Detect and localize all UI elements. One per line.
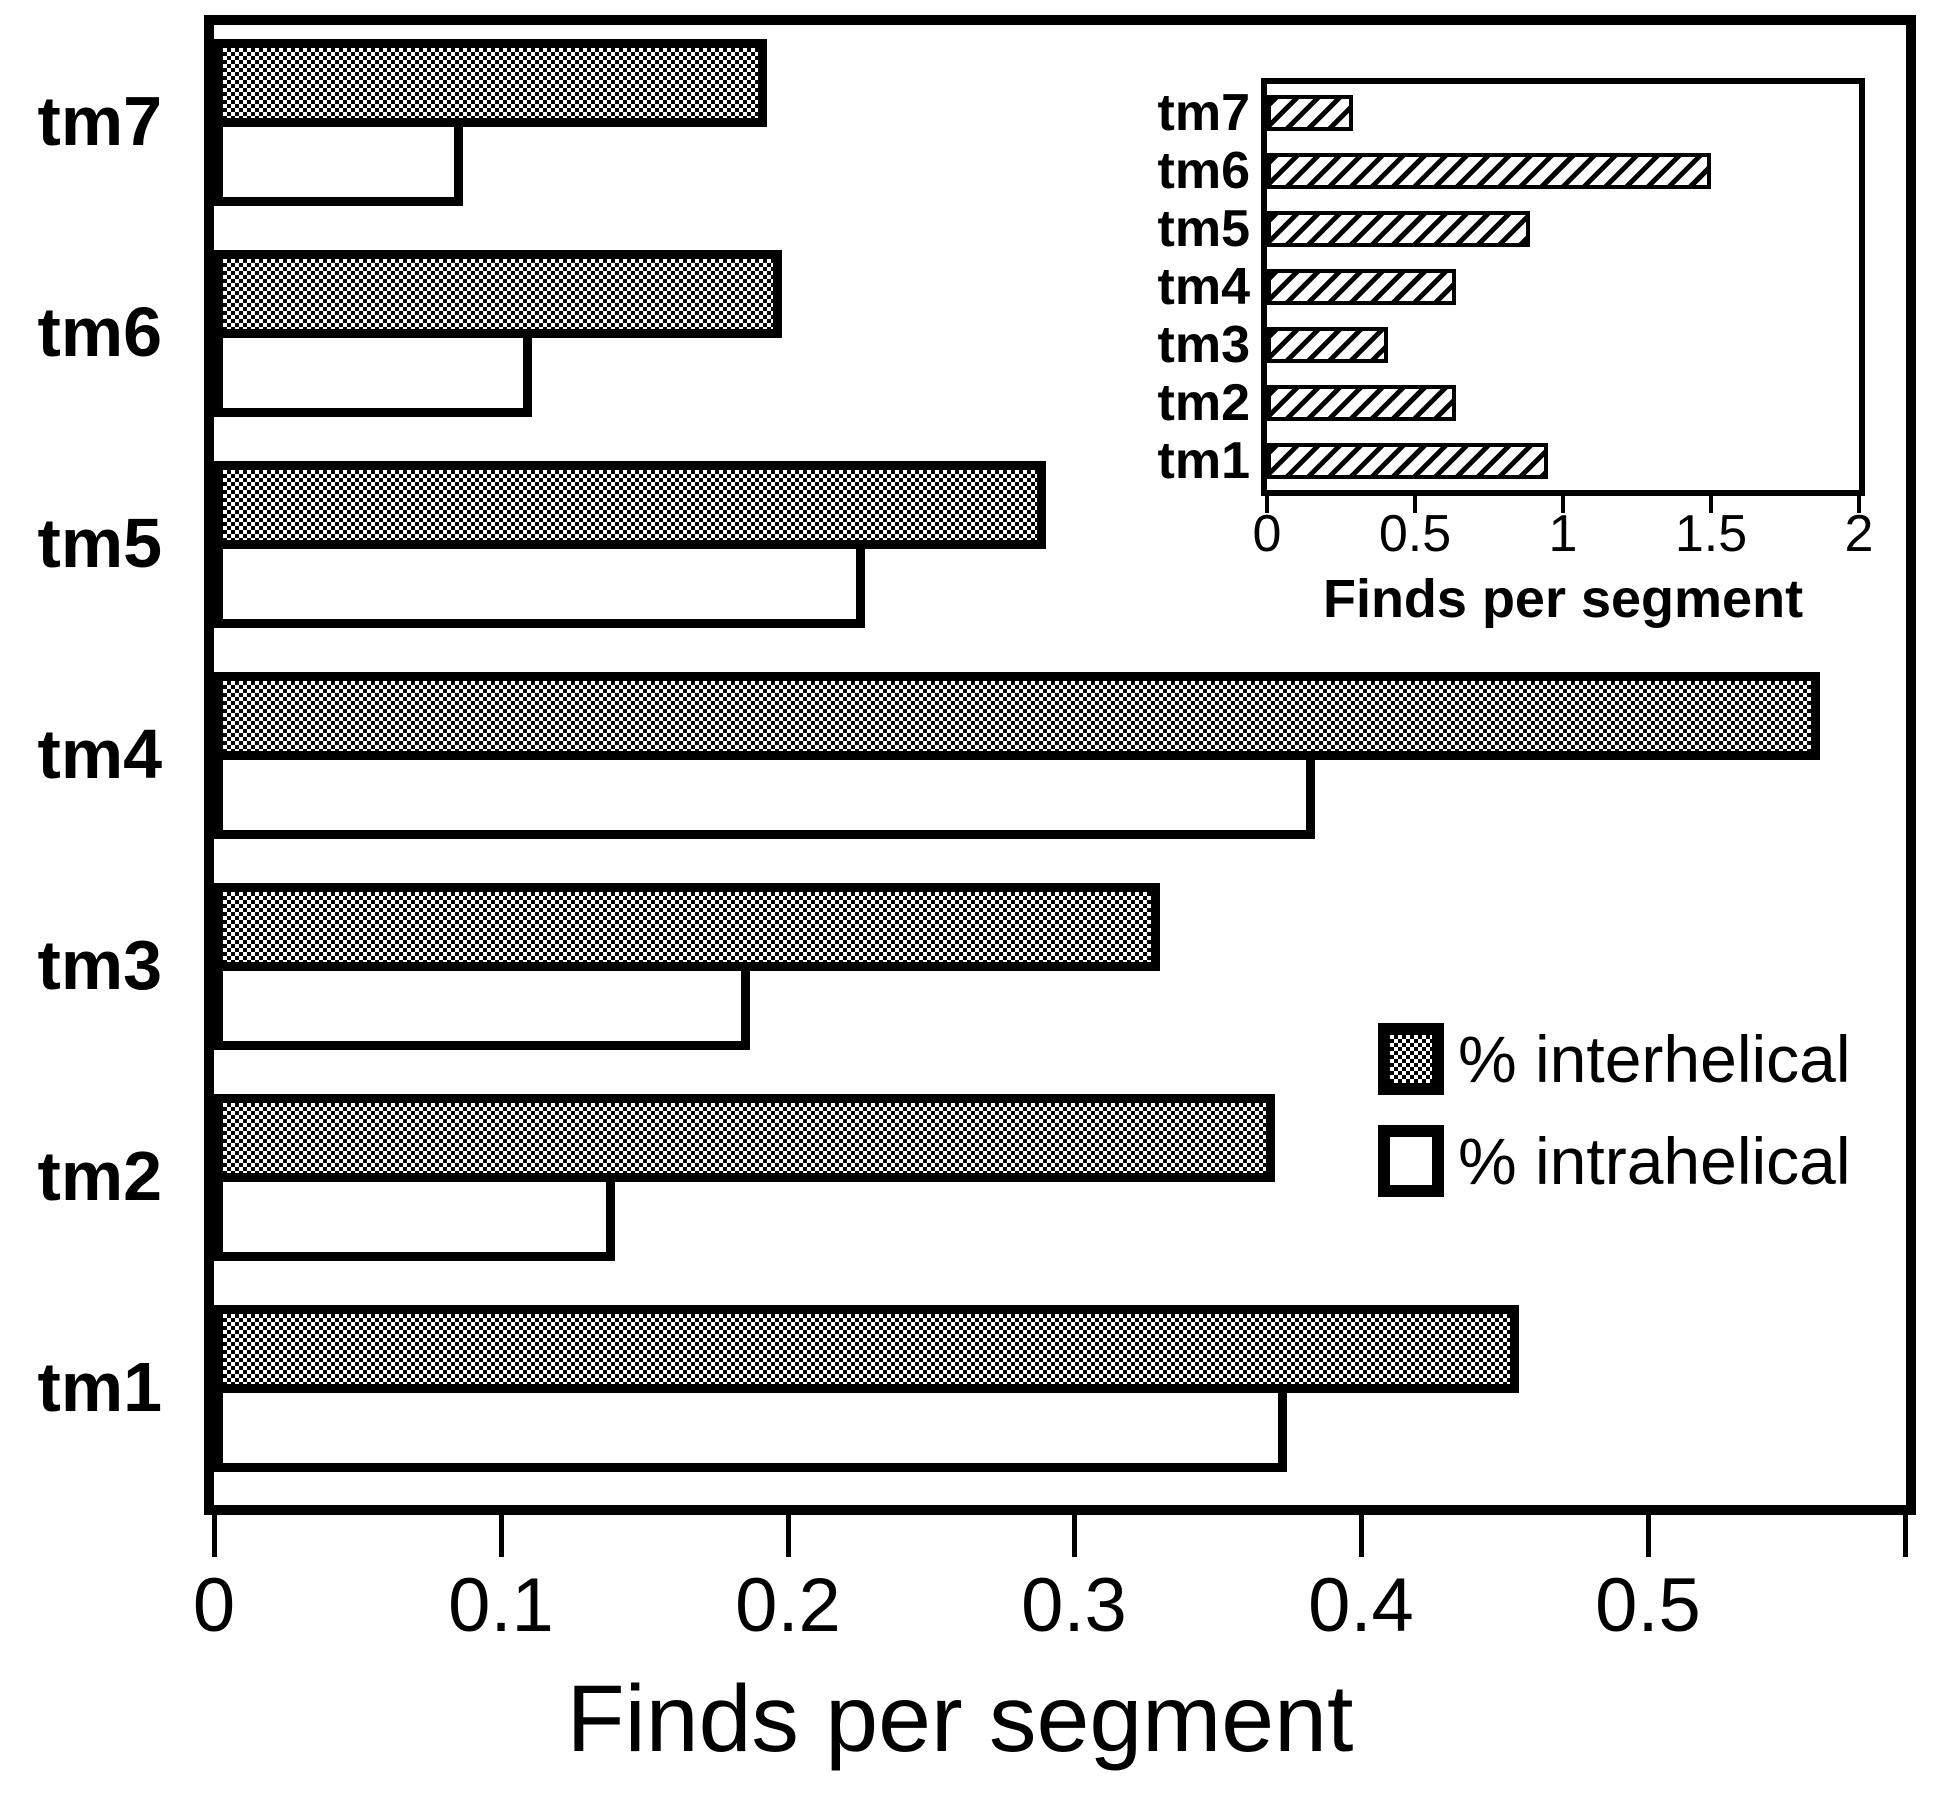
main-x-axis-tick-label-0.4: 0.4 [1308, 1563, 1414, 1648]
main-bar-intrahelical-tm7 [214, 118, 463, 206]
main-x-axis-tick-0.2 [786, 1515, 791, 1557]
inset-bar-tm6 [1267, 153, 1711, 189]
inset-bar-tm1 [1267, 443, 1548, 479]
main-category-label-tm6: tm6 [37, 293, 162, 371]
main-category-label-tm4: tm4 [37, 715, 162, 793]
main-category-label-tm3: tm3 [37, 926, 162, 1004]
main-bar-intrahelical-tm5 [214, 540, 865, 628]
main-bar-intrahelical-tm1 [214, 1384, 1287, 1472]
inset-x-axis-tick-label-1: 1 [1548, 505, 1578, 563]
inset-x-axis-tick-label-1.5: 1.5 [1674, 505, 1748, 563]
main-bar-intrahelical-tm2 [214, 1173, 615, 1261]
main-bar-interhelical-tm5 [214, 461, 1046, 549]
inset-category-label-tm3: tm3 [1157, 316, 1250, 374]
main-bar-interhelical-tm1 [214, 1305, 1519, 1393]
main-x-axis-title: Finds per segment [566, 1666, 1354, 1772]
inset-x-axis-tick-label-0: 0 [1252, 505, 1282, 563]
inset-x-axis-tick-1.5 [1709, 496, 1713, 513]
main-x-axis-edge-tick [1903, 1515, 1908, 1557]
intrahelical-swatch-icon [1378, 1125, 1444, 1197]
inset-category-label-tm4: tm4 [1157, 258, 1250, 316]
main-bar-interhelical-tm4 [214, 672, 1820, 760]
main-bar-intrahelical-tm6 [214, 329, 532, 417]
legend: % interhelical % intrahelical [1378, 1023, 1851, 1227]
legend-entry-interhelical: % interhelical [1378, 1023, 1851, 1095]
inset-bar-tm3 [1267, 327, 1388, 363]
inset-category-label-tm2: tm2 [1157, 374, 1250, 432]
inset-bar-tm7 [1267, 95, 1353, 131]
main-x-axis-tick-0.1 [499, 1515, 504, 1557]
inset-x-axis-title: Finds per segment [1322, 569, 1804, 629]
main-bar-interhelical-tm3 [214, 883, 1160, 971]
legend-label-interhelical: % interhelical [1458, 1022, 1851, 1096]
main-x-axis-tick-0.4 [1359, 1515, 1364, 1557]
inset-category-label-tm1: tm1 [1157, 432, 1250, 490]
inset-bar-tm5 [1267, 211, 1530, 247]
main-x-axis-tick-label-0: 0 [192, 1563, 236, 1648]
main-bar-interhelical-tm7 [214, 39, 767, 127]
main-category-label-tm1: tm1 [37, 1348, 162, 1426]
legend-entry-intrahelical: % intrahelical [1378, 1125, 1851, 1197]
main-category-label-tm7: tm7 [37, 82, 162, 160]
main-bar-interhelical-tm6 [214, 250, 782, 338]
main-x-axis-tick-0.3 [1072, 1515, 1077, 1557]
inset-bar-tm2 [1267, 385, 1456, 421]
main-bar-intrahelical-tm3 [214, 962, 750, 1050]
main-category-label-tm2: tm2 [37, 1137, 162, 1215]
inset-x-axis-tick-0.5 [1413, 496, 1417, 513]
legend-label-intrahelical: % intrahelical [1458, 1124, 1851, 1198]
main-x-axis-tick-label-0.1: 0.1 [448, 1563, 554, 1648]
inset-bar-tm4 [1267, 269, 1456, 305]
inset-x-axis-tick-label-2: 2 [1844, 505, 1874, 563]
inset-plot-area [1261, 78, 1865, 496]
inset-x-axis-tick-1 [1561, 496, 1565, 513]
inset-category-label-tm7: tm7 [1157, 84, 1250, 142]
main-x-axis-tick-label-0.5: 0.5 [1595, 1563, 1701, 1648]
interhelical-swatch-icon [1378, 1023, 1444, 1095]
inset-x-axis-tick-label-0.5: 0.5 [1378, 505, 1452, 563]
main-x-axis-tick-label-0.2: 0.2 [735, 1563, 841, 1648]
inset-category-label-tm5: tm5 [1157, 200, 1250, 258]
main-x-axis-tick-label-0.3: 0.3 [1021, 1563, 1127, 1648]
inset-category-label-tm6: tm6 [1157, 142, 1250, 200]
main-x-axis-tick-0 [212, 1515, 217, 1557]
main-category-label-tm5: tm5 [37, 504, 162, 582]
main-bar-intrahelical-tm4 [214, 751, 1315, 839]
inset-x-axis-tick-2 [1857, 496, 1861, 513]
main-bar-interhelical-tm2 [214, 1094, 1275, 1182]
main-x-axis-tick-0.5 [1646, 1515, 1651, 1557]
inset-x-axis-tick-0 [1265, 496, 1269, 513]
